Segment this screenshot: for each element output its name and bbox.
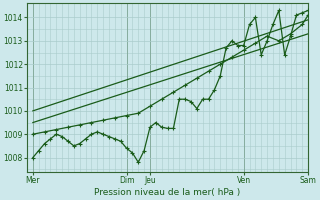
X-axis label: Pression niveau de la mer( hPa ): Pression niveau de la mer( hPa ) <box>94 188 241 197</box>
